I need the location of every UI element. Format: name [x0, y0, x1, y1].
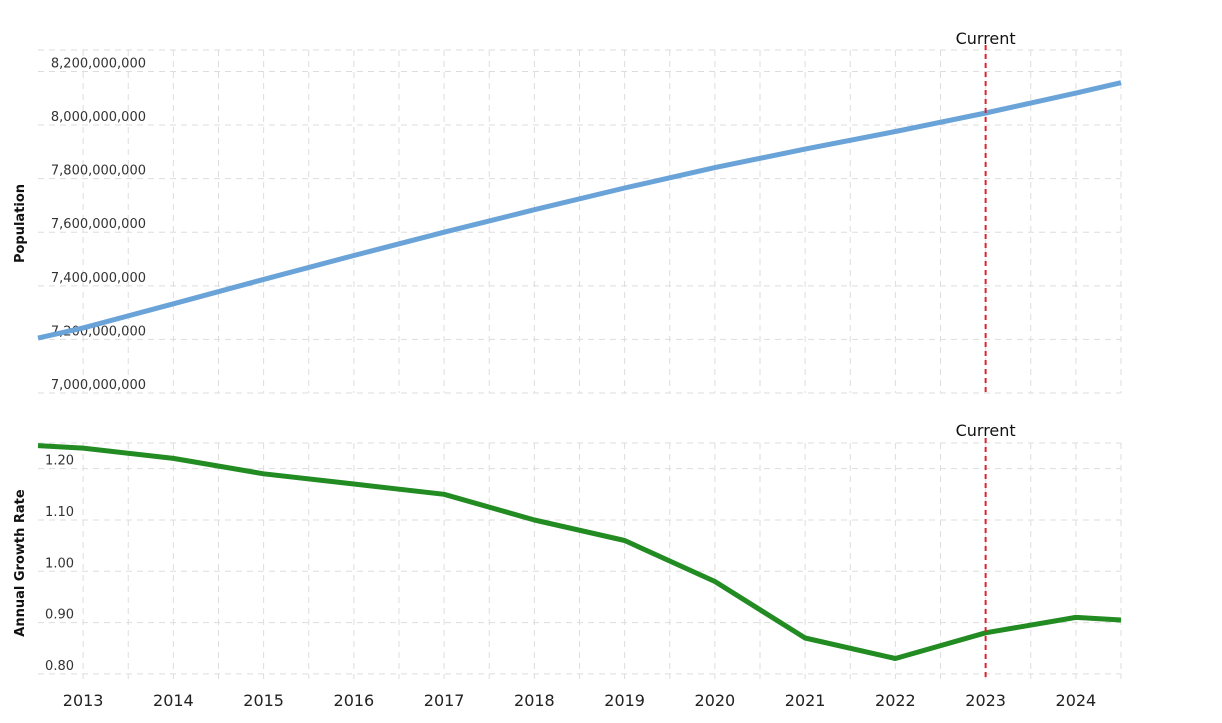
y-tick-label: 8,200,000,000 [51, 56, 146, 71]
y-tick-label: 1.00 [45, 556, 74, 571]
x-tick-label: 2016 [334, 691, 375, 710]
y-tick-label: 8,000,000,000 [51, 110, 146, 125]
y-axis-title: Annual Growth Rate [13, 489, 28, 637]
x-tick-label: 2021 [785, 691, 826, 710]
x-tick-label: 2018 [514, 691, 555, 710]
y-tick-label: 7,600,000,000 [51, 217, 146, 232]
y-tick-label: 7,400,000,000 [51, 271, 146, 286]
y-tick-label: 1.10 [45, 505, 74, 520]
x-tick-label: 2022 [875, 691, 916, 710]
y-tick-label: 0.90 [45, 608, 74, 623]
x-axis: 2013 2014 2015 2016 2017 2018 2019 2020 2021 2022… [63, 691, 1096, 710]
y-tick-label: 0.80 [45, 659, 74, 674]
series-line [37, 443, 1122, 661]
x-tick-label: 2013 [63, 691, 104, 710]
series-line [37, 80, 1122, 341]
y-tick-label: 7,000,000,000 [51, 378, 146, 393]
x-tick-label: 2020 [695, 691, 736, 710]
x-tick-label: 2017 [424, 691, 465, 710]
x-tick-label: 2023 [965, 691, 1006, 710]
current-marker-label: Current [956, 421, 1016, 440]
y-tick-label: 1.20 [45, 454, 74, 469]
x-tick-label: 2014 [153, 691, 194, 710]
y-tick-label: 7,800,000,000 [51, 164, 146, 179]
population-panel: 7,000,000,0007,200,000,0007,400,000,0007… [13, 29, 1122, 394]
x-tick-label: 2024 [1056, 691, 1097, 710]
y-axis-title: Population [13, 184, 28, 263]
current-marker-label: Current [956, 29, 1016, 48]
growth-rate-panel: 0.80 0.90 1.00 1.10 1.20 Annual Growth Rate Cu… [13, 421, 1122, 679]
x-tick-label: 2019 [604, 691, 645, 710]
x-tick-label: 2015 [243, 691, 284, 710]
